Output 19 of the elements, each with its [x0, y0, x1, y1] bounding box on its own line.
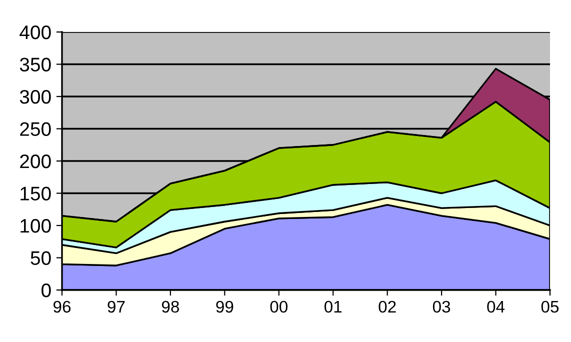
- x-tick-label: 96: [54, 300, 71, 313]
- x-tick-label: 99: [216, 300, 234, 313]
- x-tick-label: 98: [162, 300, 179, 313]
- y-tick-label: 250: [20, 122, 51, 136]
- x-tick-label: 03: [432, 300, 450, 313]
- y-tick-label: 400: [20, 25, 51, 40]
- y-tick-label: 50: [30, 251, 51, 265]
- y-tick-label: 150: [20, 186, 51, 200]
- x-tick-label: 97: [108, 300, 125, 313]
- y-tick-label: 350: [20, 58, 51, 72]
- x-tick-label: 00: [270, 300, 288, 313]
- x-tick-label: 01: [324, 300, 342, 313]
- y-tick-label: 0: [42, 283, 51, 298]
- y-tick-label: 200: [20, 154, 51, 168]
- y-tick-label: 300: [20, 90, 51, 104]
- x-tick-label: 05: [541, 300, 559, 313]
- y-tick-label: 100: [20, 218, 51, 233]
- x-tick-label: 02: [378, 300, 396, 313]
- x-tick-label: 04: [487, 300, 505, 313]
